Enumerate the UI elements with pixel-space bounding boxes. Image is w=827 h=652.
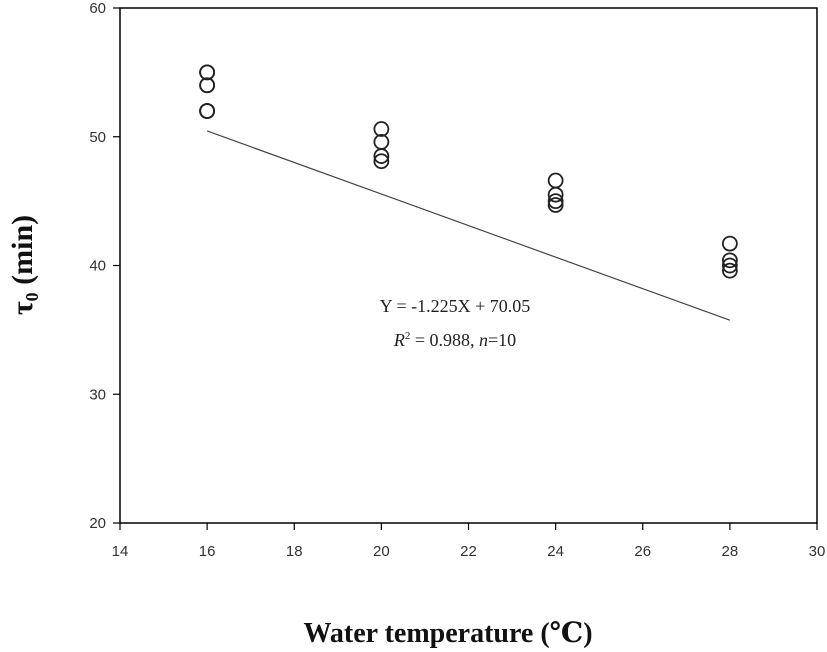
x-tick-label: 26 [634, 543, 651, 560]
y-axis-unit: (min) [6, 215, 39, 293]
x-tick-label: 22 [460, 543, 477, 560]
data-point [721, 262, 738, 279]
y-axis: 20 30 40 50 60 [89, 0, 120, 532]
r-superscript: 2 [405, 330, 411, 342]
y-tick-label: 60 [89, 0, 106, 17]
y-axis-title: τ0 (min) [6, 215, 42, 315]
x-tick-label: 30 [809, 543, 826, 560]
data-point [199, 64, 216, 81]
y-tick-label: 40 [89, 258, 106, 275]
data-point [373, 133, 390, 150]
x-tick-label: 24 [547, 543, 564, 560]
data-point [547, 172, 564, 189]
data-point [199, 103, 216, 119]
data-point [373, 121, 390, 137]
r-label: R [393, 330, 405, 350]
y-tick-label: 20 [89, 515, 106, 532]
data-point [547, 197, 564, 213]
data-point [721, 235, 738, 252]
x-tick-label: 20 [373, 543, 390, 560]
x-axis-title: Water temperature (℃) [303, 618, 592, 649]
trendline [206, 130, 731, 321]
y-tick-label: 30 [89, 386, 106, 403]
regression-equation: Y = -1.225X + 70.05 [380, 296, 531, 316]
y-axis-tau: τ [6, 301, 39, 315]
data-point [547, 193, 564, 210]
data-point [547, 186, 564, 203]
data-point [199, 77, 216, 94]
x-tick-label: 28 [722, 543, 739, 560]
y-tick-label: 50 [89, 129, 106, 146]
x-tick-label: 16 [199, 543, 216, 560]
data-points [199, 64, 738, 279]
x-tick-label: 14 [112, 543, 129, 560]
data-point [721, 252, 738, 269]
trendline-group [206, 130, 731, 321]
data-point [721, 257, 738, 274]
regression-stats: R2 = 0.988, n=10 [393, 330, 516, 350]
x-tick-label: 18 [286, 543, 303, 560]
data-point [373, 148, 390, 164]
y-axis-subscript: 0 [22, 292, 42, 301]
plot-frame [119, 7, 818, 524]
n-value: =10 [488, 330, 516, 350]
r-value: = 0.988, [410, 330, 479, 350]
n-label: n [479, 330, 488, 350]
data-point [373, 153, 390, 170]
x-axis: 14 16 18 20 22 24 26 28 30 [112, 523, 826, 560]
